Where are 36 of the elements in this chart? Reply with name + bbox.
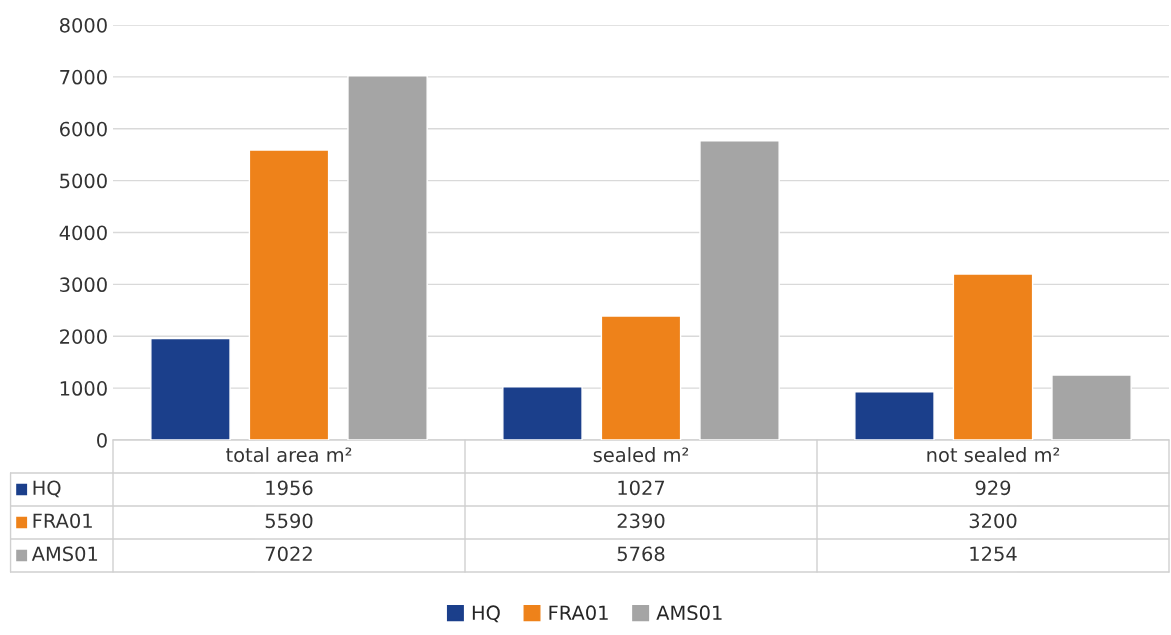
x-tick-label: not sealed m² <box>927 447 1060 463</box>
y-tick-label: 3000 <box>60 277 107 293</box>
text: FRA01 <box>33 513 92 529</box>
data-label: 1956 <box>266 480 313 496</box>
legend-label: FRA01 <box>549 605 608 621</box>
y-tick-label: 2000 <box>60 329 107 344</box>
y-tick-label: 8000 <box>59 17 107 33</box>
data-label: 929 <box>975 480 1011 496</box>
data-label: 1254 <box>970 546 1017 562</box>
bar <box>248 149 330 440</box>
x-tick-label: sealed m² <box>593 447 689 463</box>
legend-label: HQ <box>33 480 61 498</box>
bar <box>854 391 935 440</box>
text: HQ <box>472 605 500 623</box>
data-label: 3200 <box>969 513 1017 529</box>
legend-label: AMS01 <box>656 605 722 621</box>
bar <box>699 140 780 440</box>
y-tick-label: 0 <box>97 432 107 448</box>
bar <box>502 386 583 440</box>
data-label: 5768 <box>617 546 665 562</box>
data-label: 2390 <box>617 513 665 529</box>
y-tick-label: 5000 <box>60 173 107 189</box>
text: AMS01 <box>31 546 98 562</box>
y-tick-label: 4000 <box>59 225 107 241</box>
y-tick-label: 6000 <box>60 121 107 137</box>
data-label: 7022 <box>265 546 312 562</box>
bar <box>600 315 682 440</box>
data-label: 1027 <box>618 480 665 496</box>
x-tick-label: total area m² <box>226 447 352 463</box>
bar <box>347 75 428 440</box>
data-label: 5590 <box>265 513 313 529</box>
bar <box>952 273 1034 440</box>
bar <box>150 337 231 440</box>
y-tick-label: 7000 <box>60 69 107 85</box>
bar <box>1051 374 1132 440</box>
y-tick-label: 1000 <box>60 381 107 396</box>
